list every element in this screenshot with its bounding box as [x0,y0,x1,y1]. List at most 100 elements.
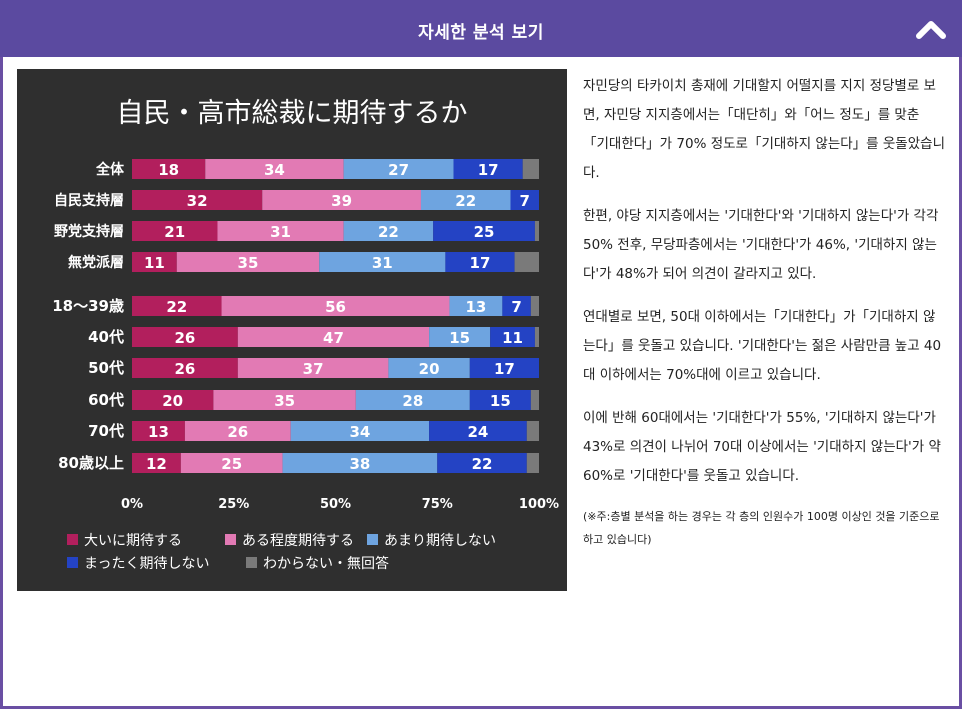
chart: 自民・高市総裁に期待するか 全体 18 34 27 17 自民支持層 32 39 22 7 野党支持層… [17,69,567,591]
bar-segment [534,327,539,347]
header-bar: 자세한 분석 보기 [0,0,962,57]
bar-segment [526,421,539,441]
bar-segment [132,190,263,210]
bar-segment [453,159,523,179]
data-label: 25 [221,455,242,473]
bar-segment [132,221,218,241]
bar-segment [437,453,527,473]
data-label: 22 [378,223,399,241]
data-label: 28 [402,392,423,410]
bar-segment [514,252,539,272]
data-label: 20 [162,392,183,410]
legend-label: まったく期待しない [84,556,209,572]
data-label: 56 [325,298,346,316]
article-paragraph-2: 한편, 야당 지지층에서는 '기대한다'와 '기대하지 않는다'가 각각 50%… [583,208,939,282]
bar-segment [237,327,430,347]
bar-segment [132,453,181,473]
x-tick-label: 25% [218,497,249,512]
data-label: 22 [455,192,476,210]
chart-title: 自民・高市総裁に期待するか [117,98,468,129]
bar-segment [262,190,421,210]
data-label: 24 [468,423,489,441]
data-label: 7 [511,298,521,316]
bar-segment [221,296,450,316]
category-label: 40代 [88,328,124,346]
data-label: 38 [349,455,370,473]
bar-segment [132,159,206,179]
legend-swatch [67,557,78,568]
bar-segment [526,453,539,473]
data-label: 17 [494,360,515,378]
article-text: 자민당의 타카이치 총재에 기대할지 어떨지를 지지 정당별로 보면, 자민당 … [583,72,945,565]
bar-segment [180,453,283,473]
data-label: 11 [144,254,165,272]
bar-segment [429,421,527,441]
category-label: 自民支持層 [54,192,124,209]
data-label: 17 [478,161,499,179]
data-label: 34 [264,161,285,179]
data-label: 31 [372,254,393,272]
bar-segment [420,190,511,210]
legend-label: あまり期待しない [384,533,496,549]
x-tick-label: 0% [121,497,143,512]
bar-segment [176,252,320,272]
data-label: 26 [174,360,195,378]
data-label: 31 [270,223,291,241]
header-title: 자세한 분석 보기 [418,23,544,43]
data-label: 37 [303,360,324,378]
bar-segment [469,390,531,410]
article-paragraph-1: 자민당의 타카이치 총재에 기대할지 어떨지를 지지 정당별로 보면, 자민당 … [583,78,945,181]
bar-segment [282,453,438,473]
data-label: 15 [490,392,511,410]
bar-segment [132,296,222,316]
data-label: 26 [227,423,248,441]
bar-segment [502,296,531,316]
bar-segment [237,358,389,378]
x-tick-label: 75% [422,497,453,512]
legend-label: わからない・無回答 [263,555,389,572]
legend-swatch [67,534,78,545]
data-label: 35 [274,392,295,410]
data-label: 22 [166,298,187,316]
data-label: 25 [474,223,495,241]
legend-label: 大いに期待する [84,533,182,549]
data-label: 34 [349,423,370,441]
article-note: (※주:층별 분석을 하는 경우는 각 층의 인원수가 100명 이상인 것을 … [583,510,940,546]
bar-segment [445,252,515,272]
bar-segment [132,327,238,347]
bar-segment [184,421,291,441]
bar-segment [132,421,185,441]
bar-segment [433,221,535,241]
legend-swatch [246,557,257,568]
bar-segment [205,159,344,179]
bar-segment [290,421,430,441]
data-label: 13 [148,423,169,441]
bar-segment [132,358,238,378]
data-label: 20 [419,360,440,378]
bar-segment [522,159,539,179]
bar-segment [449,296,503,316]
category-label: 80歳以上 [58,454,124,472]
data-label: 35 [238,254,259,272]
legend-swatch [225,534,236,545]
bar-segment [217,221,344,241]
bar-segment [343,159,454,179]
bar-segment [343,221,434,241]
category-label: 無党派層 [68,254,124,271]
data-label: 21 [164,223,185,241]
legend-label: ある程度期待する [242,533,354,549]
category-label: 全体 [95,161,125,178]
bar-segment [132,390,214,410]
category-label: 野党支持層 [54,223,124,240]
data-label: 11 [502,329,523,347]
bar-segment [469,358,539,378]
article-paragraph-3: 연대별로 보면, 50대 이하에서는「기대한다」가「기대하지 않는다」를 웃돌고… [583,309,942,383]
chevron-up-icon[interactable] [914,14,948,44]
data-label: 27 [388,161,409,179]
data-label: 26 [174,329,195,347]
bar-segment [530,296,539,316]
data-label: 32 [187,192,208,210]
bar-segment [534,221,539,241]
